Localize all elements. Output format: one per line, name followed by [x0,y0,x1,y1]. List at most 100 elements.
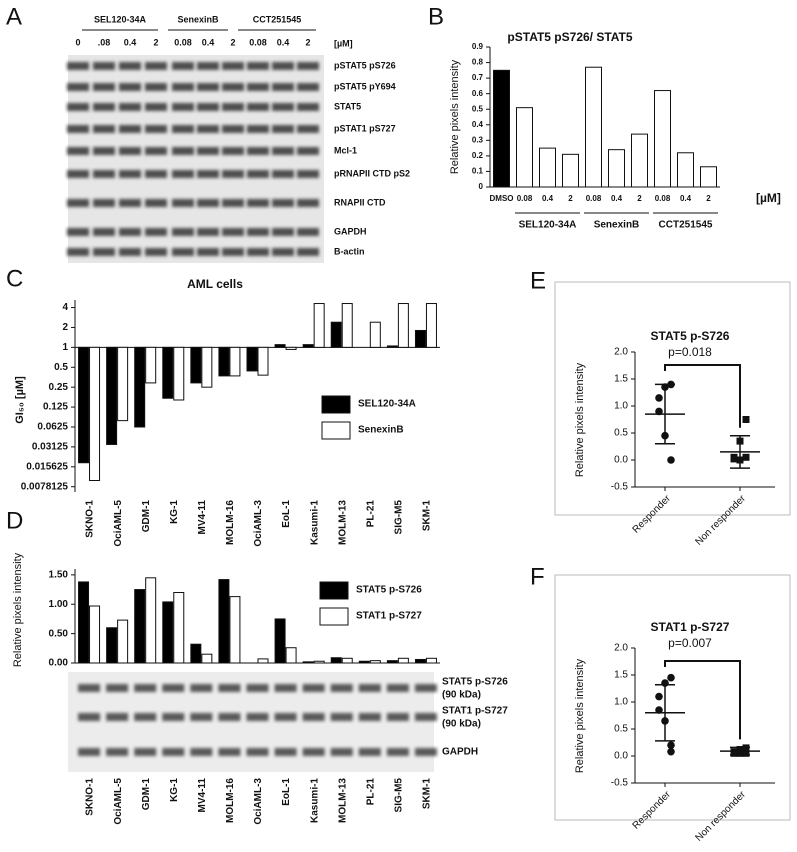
legend-swatch [319,607,349,626]
blot-band [330,748,353,756]
blot-row-label: STAT1 p-S727 [442,706,508,717]
blot-band [222,83,244,91]
panel-label: B [428,3,444,30]
dose-label: 0.4 [124,37,137,47]
bar [78,581,90,664]
blot-band [302,684,325,692]
x-tick-label: KG-1 [169,500,180,524]
blot-band [145,248,167,256]
y-tick-label: 0 [479,182,484,191]
dose-label: 0 [75,37,80,47]
blot-band [162,748,185,756]
y-tick-label: 1 [62,342,68,353]
blot-row-label: pSTAT5 pY694 [334,81,396,91]
bar [369,321,381,348]
panel-label: D [6,507,23,534]
x-tick-label: SKM-1 [422,500,433,532]
bar [341,657,353,664]
blot-band [272,62,294,70]
blot-band [222,62,244,70]
x-tick-label: MV4-11 [197,500,208,535]
bar [145,577,157,664]
x-tick-label: Responder [631,789,674,832]
blot-band [162,684,185,692]
blot-band [247,103,269,111]
bar [190,643,202,664]
bar [516,107,533,188]
blot-band [145,199,167,207]
blot-band [222,170,244,178]
y-tick-label: 0.00 [49,658,69,669]
blot-band [134,684,157,692]
x-tick-label: MOLM-16 [225,778,236,823]
y-axis-label: Relative pixels intensity [574,362,586,477]
bar [425,657,437,664]
y-tick-label: 0.2 [472,151,484,160]
blot-band [67,199,89,207]
dose-label: 0.4 [277,37,290,47]
y-tick-label: 1.50 [49,570,69,581]
blot-band [119,199,141,207]
group-label: SenexinB [594,220,640,231]
bar [302,661,314,664]
y-tick-label: 0.5 [614,724,628,735]
blot-band [134,713,157,721]
panel-label: E [530,267,546,294]
y-tick-label: 0.50 [49,628,69,639]
y-tick-label: 1.5 [614,670,628,681]
blot-band [247,147,269,155]
blot-band [197,147,219,155]
y-tick-label: 0.015625 [26,461,68,472]
blot-band [302,713,325,721]
bar [313,660,325,664]
blot-band [172,125,194,133]
blot-band [119,103,141,111]
bar [386,660,398,664]
bar [190,346,202,384]
legend-label: SenexinB [358,425,404,436]
blot-band [246,684,269,692]
blot-band [197,83,219,91]
x-tick-label: EoL-1 [281,500,292,528]
blot-band [386,748,409,756]
annotation: p=0.018 [668,345,712,359]
blot-band [93,147,115,155]
data-point [667,747,675,756]
legend-swatch [319,581,349,600]
bar [173,592,185,664]
legend-swatch [321,421,351,440]
blot-band [274,748,297,756]
blot-band [414,748,437,756]
blot-band [145,62,167,70]
blot-band [247,62,269,70]
significance-bracket [664,364,741,428]
bar [246,346,258,372]
chart-title: STAT5 p-S726 [651,329,730,343]
dose-label: .08 [98,37,111,47]
group-label: CCT251545 [659,220,713,231]
blot-band [272,125,294,133]
data-point [655,706,663,714]
blot-band [93,248,115,256]
blot-band [67,62,89,70]
bar [117,619,129,664]
bar [700,166,717,188]
blot-band [297,248,319,256]
blot-band [297,228,319,236]
x-tick-label: KG-1 [169,778,180,802]
unit-label: [µM] [334,38,353,48]
blot-band [172,62,194,70]
bar [358,660,370,664]
bar [608,149,625,188]
blot-band [145,228,167,236]
blot-band [93,125,115,133]
bar [145,346,157,384]
x-tick-label: Non responder [693,789,748,844]
blot-band [172,147,194,155]
x-tick-label: MOLM-13 [337,500,348,545]
legend-label: STAT1 p-S727 [356,611,422,622]
blot-band [78,713,101,721]
blot-band [190,684,213,692]
blot-band [67,103,89,111]
blot-band [106,713,129,721]
